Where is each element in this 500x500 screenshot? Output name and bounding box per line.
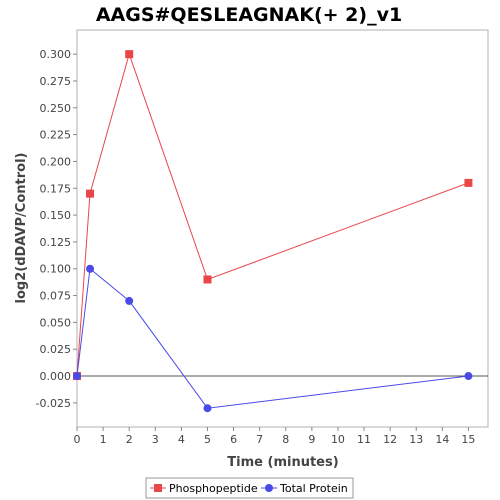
y-tick-label: 0.275: [40, 75, 72, 88]
x-axis-label: Time (minutes): [227, 455, 338, 470]
x-tick-label: 8: [282, 433, 289, 446]
legend-marker-phosphopeptide: [154, 484, 162, 492]
y-tick-label: 0.000: [40, 370, 72, 383]
y-tick-label: 0.025: [40, 343, 72, 356]
y-axis-label: log2(dDAVP/Control): [14, 153, 29, 304]
y-tick-label: 0.125: [40, 236, 72, 249]
x-tick-label: 3: [152, 433, 159, 446]
y-tick-label: 0.100: [40, 263, 72, 276]
legend-label-phosphopeptide: Phosphopeptide: [169, 482, 258, 495]
y-tick-label: 0.250: [40, 102, 72, 115]
data-point-phosphopeptide: [203, 275, 212, 284]
data-point-total-protein: [125, 296, 134, 305]
x-tick-label: 7: [256, 433, 263, 446]
data-point-phosphopeptide: [125, 50, 134, 59]
x-tick-label: 11: [357, 433, 371, 446]
x-tick-label: 4: [178, 433, 185, 446]
data-point-total-protein: [73, 372, 81, 381]
y-axis: -0.025 0.000 0.025 0.050 0.075 0.100 0.125 0.15…: [36, 48, 77, 410]
y-tick-label: -0.025: [36, 397, 71, 410]
series-layer: [73, 50, 473, 413]
y-tick-label: 0.050: [40, 316, 72, 329]
data-point-total-protein: [203, 404, 212, 413]
x-tick-label: 2: [126, 433, 133, 446]
x-tick-label: 13: [409, 433, 423, 446]
chart-title: AAGS#QESLEAGNAK(+ 2)_v1: [96, 4, 402, 26]
plot-area: [76, 29, 489, 428]
x-tick-label: 0: [74, 433, 81, 446]
x-tick-label: 10: [331, 433, 345, 446]
x-tick-label: 12: [383, 433, 397, 446]
x-axis: 0 1 2 3 4 5 6 7 8 9 10 11 12 13 14 15: [74, 427, 475, 446]
x-tick-label: 14: [435, 433, 449, 446]
x-tick-label: 5: [204, 433, 211, 446]
x-tick-label: 6: [230, 433, 237, 446]
legend-box: [145, 477, 354, 499]
legend: Phosphopeptide Total Protein: [145, 477, 354, 499]
data-point-phosphopeptide: [464, 178, 473, 187]
x-tick-label: 9: [308, 433, 315, 446]
y-tick-label: 0.075: [40, 290, 72, 303]
y-tick-label: 0.300: [40, 48, 72, 61]
data-point-total-protein: [86, 264, 95, 273]
x-tick-label: 15: [461, 433, 475, 446]
y-tick-label: 0.150: [40, 209, 72, 222]
y-tick-label: 0.200: [40, 155, 72, 168]
y-tick-label: 0.225: [40, 129, 72, 142]
legend-marker-total-protein: [265, 484, 273, 492]
y-tick-label: 0.175: [40, 182, 72, 195]
data-point-phosphopeptide: [86, 189, 95, 198]
data-point-total-protein: [464, 372, 473, 381]
legend-label-total-protein: Total Protein: [279, 482, 348, 495]
x-tick-label: 1: [100, 433, 107, 446]
